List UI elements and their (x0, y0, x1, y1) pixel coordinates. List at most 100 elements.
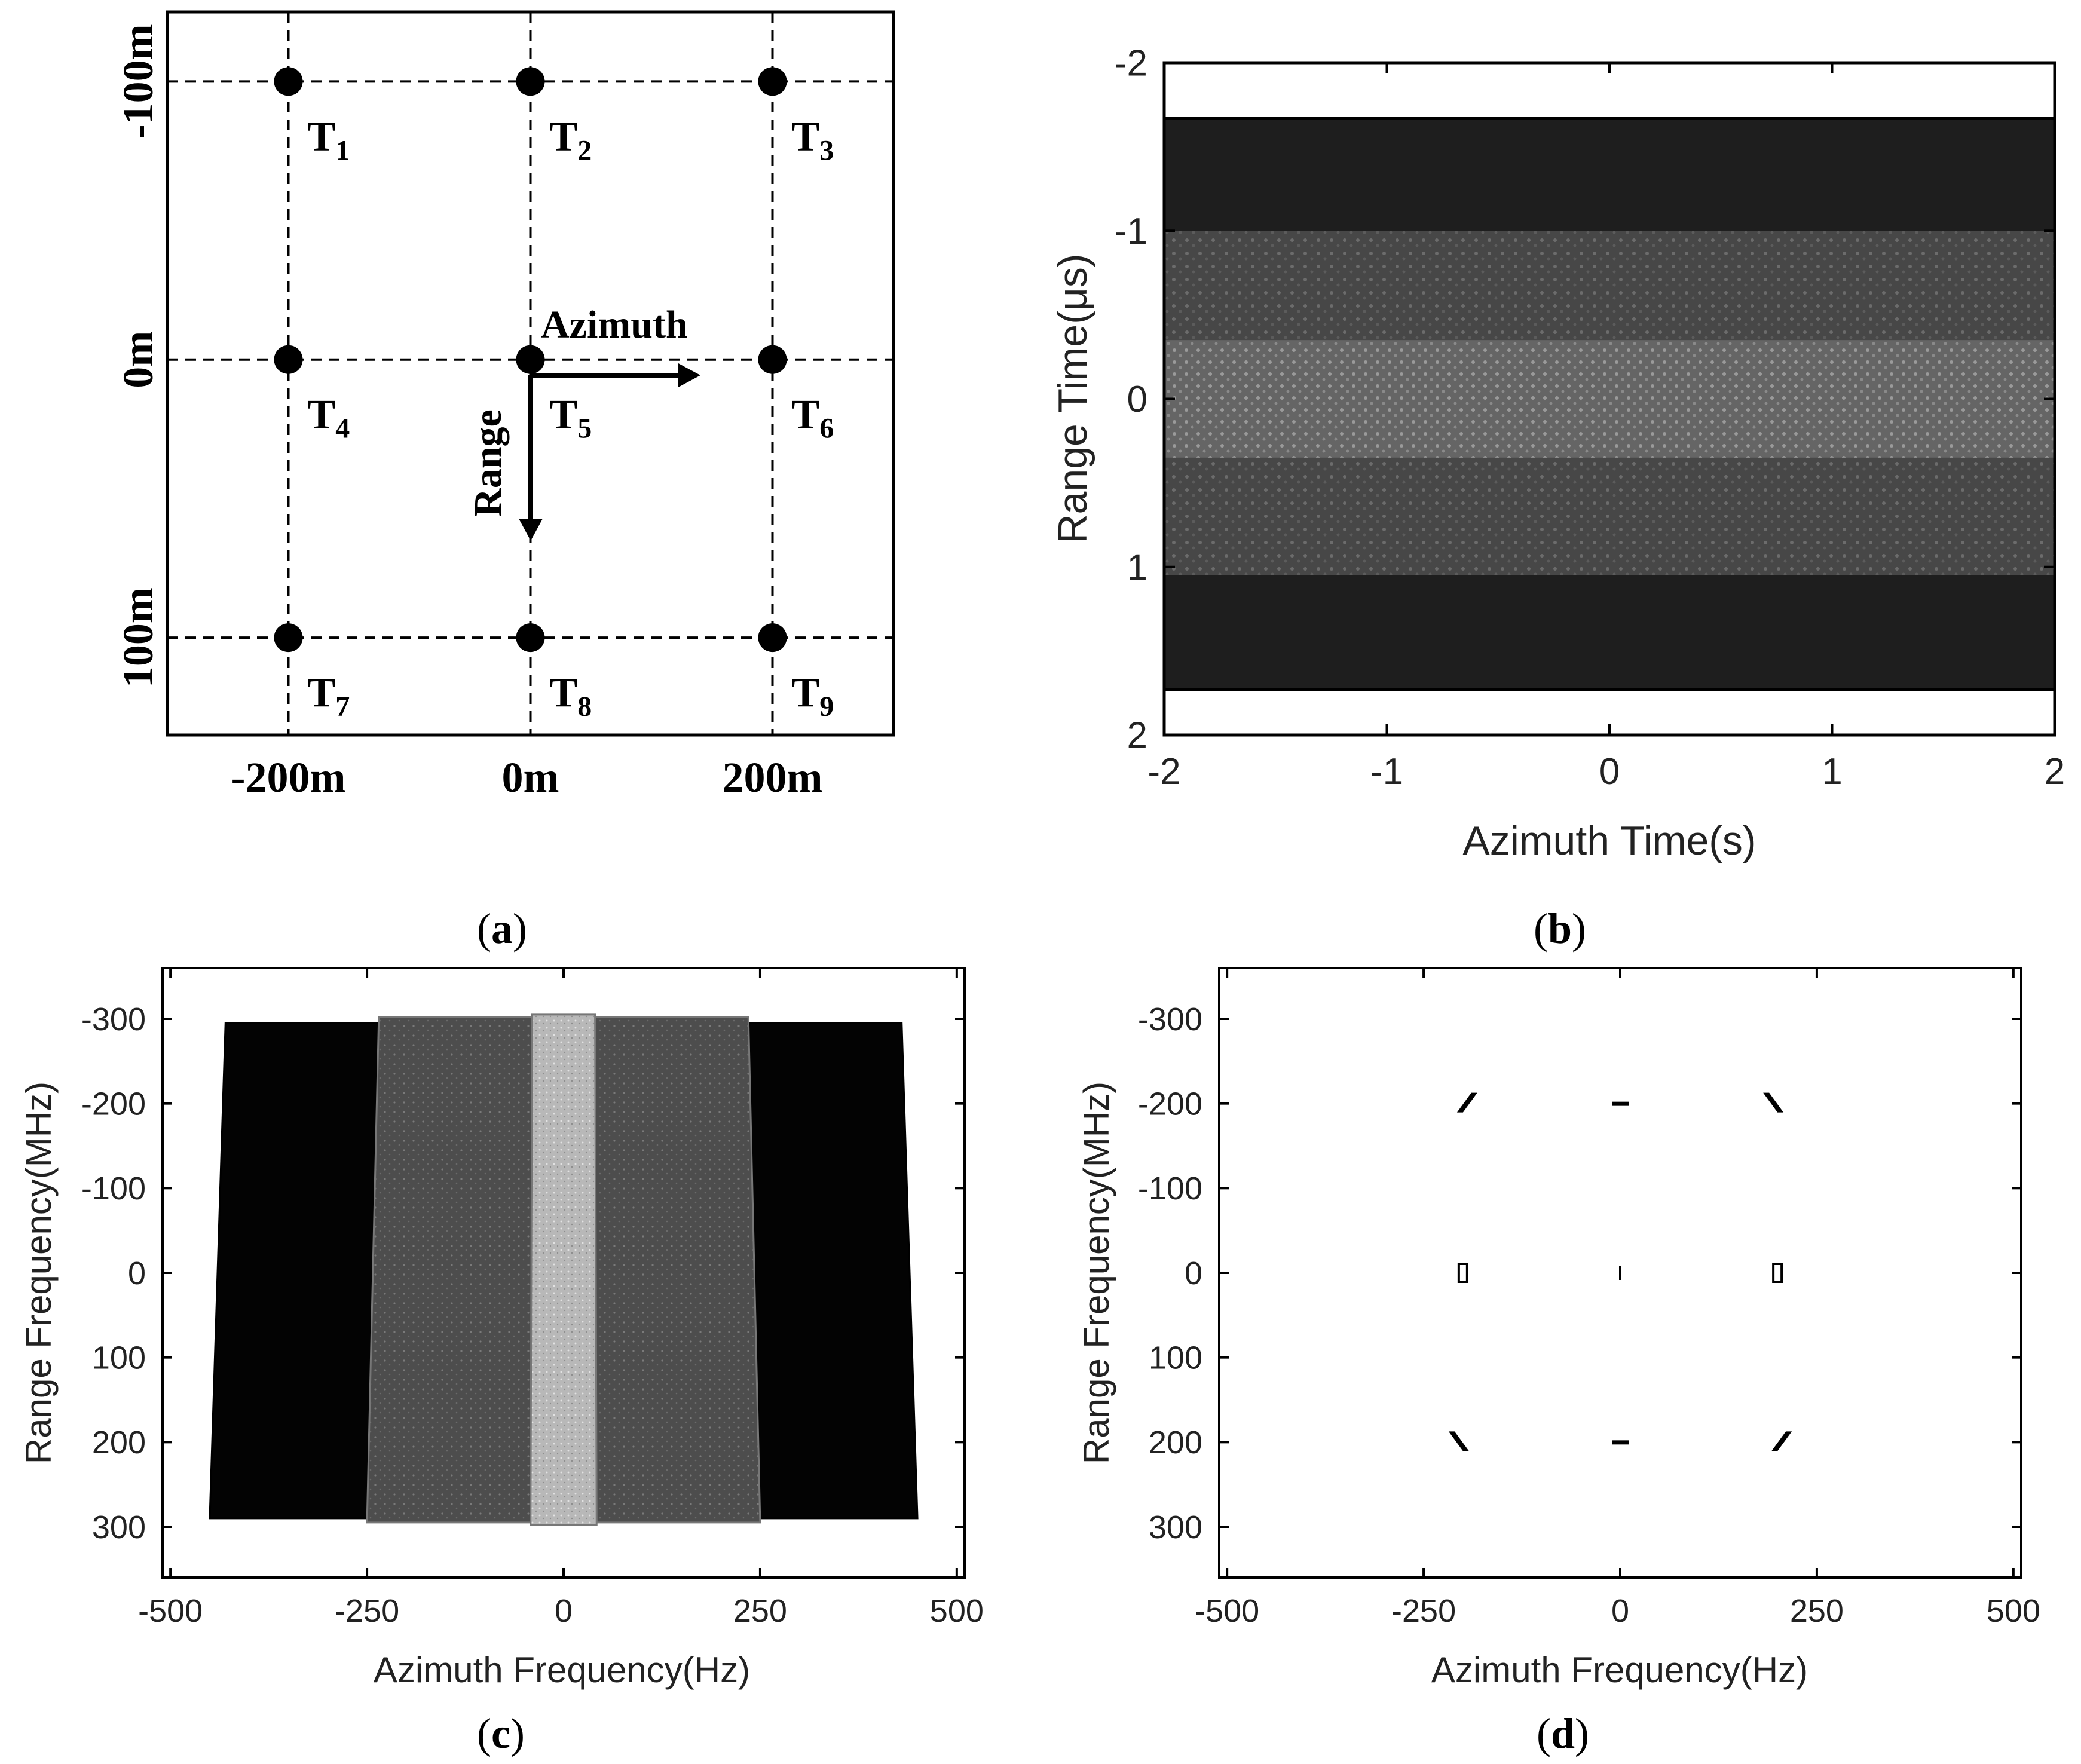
y-tick-label: -100m (114, 24, 162, 139)
focused-point (1771, 1431, 1792, 1451)
x-tick-label: 0 (1599, 751, 1620, 792)
x-tick-label: 250 (1790, 1593, 1844, 1629)
target-label-t9: T9 (792, 670, 834, 722)
panel-c-x-ticks: -500 -250 0 250 500 (138, 968, 984, 1629)
panel-d-y-ticks: -300 -200 -100 0 100 200 300 (1138, 1002, 2021, 1545)
y-tick-label: 300 (1149, 1509, 1202, 1545)
x-tick-label: 2 (2045, 751, 2065, 792)
focused-point (1457, 1263, 1468, 1283)
y-tick-label: 0 (1127, 379, 1147, 420)
x-tick-label: 0 (1611, 1593, 1629, 1629)
panel-b-x-ticks: -2 -1 0 1 2 (1147, 63, 2065, 792)
target-point-t6 (758, 345, 787, 374)
band-mid (1164, 457, 2055, 575)
target-point-t8 (516, 623, 545, 653)
focused-point (1448, 1431, 1469, 1451)
panel-c-x-axis-label: Azimuth Frequency(Hz) (374, 1650, 750, 1690)
y-tick-label: -1 (1115, 211, 1147, 252)
y-tick-label: -100 (1138, 1171, 1202, 1206)
x-tick-label: -2 (1147, 751, 1180, 792)
y-tick-label: -300 (1138, 1002, 1202, 1037)
target-label-t6: T6 (792, 392, 834, 445)
x-tick-label: 0 (555, 1593, 573, 1629)
target-label-t8: T8 (550, 670, 592, 722)
panel-d: -500 -250 0 250 500 -300 -200 -100 0 100 200 300 A… (1076, 967, 2040, 1690)
x-tick-label: -1 (1370, 751, 1403, 792)
panel-b-heatmap (1164, 117, 2055, 691)
x-tick-label: -250 (335, 1593, 399, 1629)
y-tick-label: 2 (1127, 715, 1147, 757)
x-tick-label: -500 (138, 1593, 203, 1629)
x-tick-label: 1 (1822, 751, 1842, 792)
x-tick-label: -500 (1195, 1593, 1259, 1629)
y-tick-label: -200 (81, 1086, 146, 1122)
caption-b: (b) (1534, 905, 1586, 953)
caption-d: (d) (1537, 1710, 1589, 1757)
panel-b: -2 -1 0 1 2 -2 -1 0 1 2 Azimuth Time(s) Range Ti… (1050, 43, 2065, 863)
target-point-t5 (516, 345, 545, 374)
band-bright (1164, 340, 2055, 458)
azimuth-label: Azimuth (541, 303, 688, 347)
target-label-t7: T7 (308, 670, 350, 722)
panel-c-y-ticks: -300 -200 -100 0 100 200 300 (81, 1002, 965, 1545)
y-tick-label: 0 (1185, 1255, 1202, 1291)
target-point-t3 (758, 67, 787, 96)
focused-point (1612, 1101, 1629, 1106)
band-dark (1164, 120, 2055, 231)
y-tick-label: -300 (81, 1002, 146, 1037)
panel-b-y-axis-label: Range Time(μs) (1050, 253, 1095, 543)
y-tick-label: 100 (92, 1340, 146, 1376)
azimuth-arrowhead (678, 363, 700, 387)
target-label-t5: T5 (550, 392, 592, 445)
panel-d-x-ticks: -500 -250 0 250 500 (1195, 968, 2040, 1629)
target-point-t1 (274, 67, 303, 96)
x-tick-label: -200m (231, 754, 346, 801)
target-point-t7 (274, 623, 303, 653)
range-arrowhead (519, 519, 543, 541)
panel-a-arrows (519, 363, 700, 541)
y-tick-label: 200 (92, 1425, 146, 1460)
panel-a-x-tick-labels: -200m 0m 200m (231, 754, 823, 801)
caption-a: (a) (477, 905, 527, 953)
y-tick-label: 0 (128, 1255, 146, 1291)
y-tick-label: 100m (114, 587, 162, 688)
y-tick-label: 1 (1127, 547, 1147, 588)
panel-d-y-axis-label: Range Frequency(MHz) (1076, 1082, 1116, 1464)
y-tick-label: 200 (1149, 1425, 1202, 1460)
target-label-t3: T3 (792, 114, 834, 166)
focused-point (1612, 1440, 1629, 1445)
y-tick-label: 0m (114, 331, 162, 388)
panel-a-y-tick-labels: -100m 0m 100m (114, 24, 162, 688)
panel-d-points (1448, 1092, 1792, 1451)
target-point-t9 (758, 623, 787, 653)
focused-point (1456, 1092, 1477, 1113)
x-tick-label: 200m (723, 754, 823, 801)
panel-c-heatmap (209, 1013, 919, 1526)
target-label-t2: T2 (550, 114, 592, 166)
target-label-t1: T1 (308, 114, 350, 166)
panel-d-x-axis-label: Azimuth Frequency(Hz) (1431, 1650, 1808, 1690)
focused-point (1772, 1263, 1783, 1283)
x-tick-label: 500 (1987, 1593, 2040, 1629)
y-tick-label: -2 (1115, 43, 1147, 84)
y-tick-label: 300 (92, 1509, 146, 1545)
panel-a-targets: T1 T2 T3 T4 T5 T6 T7 T8 T9 (274, 67, 834, 722)
target-label-t4: T4 (308, 392, 350, 445)
caption-c: (c) (477, 1710, 525, 1757)
target-point-t4 (274, 345, 303, 374)
range-label: Range (466, 409, 510, 517)
x-tick-label: 0m (502, 754, 559, 801)
target-point-t2 (516, 67, 545, 96)
band-mid (1164, 231, 2055, 341)
panel-b-y-ticks: -2 -1 0 1 2 (1115, 43, 2055, 757)
panel-c-y-axis-label: Range Frequency(MHz) (19, 1082, 59, 1464)
region-bright (530, 1013, 598, 1526)
panel-c: -500 -250 0 250 500 -300 -200 -100 0 100 200 300 A… (19, 967, 984, 1690)
y-tick-label: -100 (81, 1171, 146, 1206)
panel-a: Azimuth Range T1 T2 T3 T4 T5 T6 T7 T8 T9 -200m 0m… (114, 10, 895, 801)
band-dark (1164, 575, 2055, 688)
y-tick-label: 100 (1149, 1340, 1202, 1376)
x-tick-label: 500 (930, 1593, 984, 1629)
y-tick-label: -200 (1138, 1086, 1202, 1122)
